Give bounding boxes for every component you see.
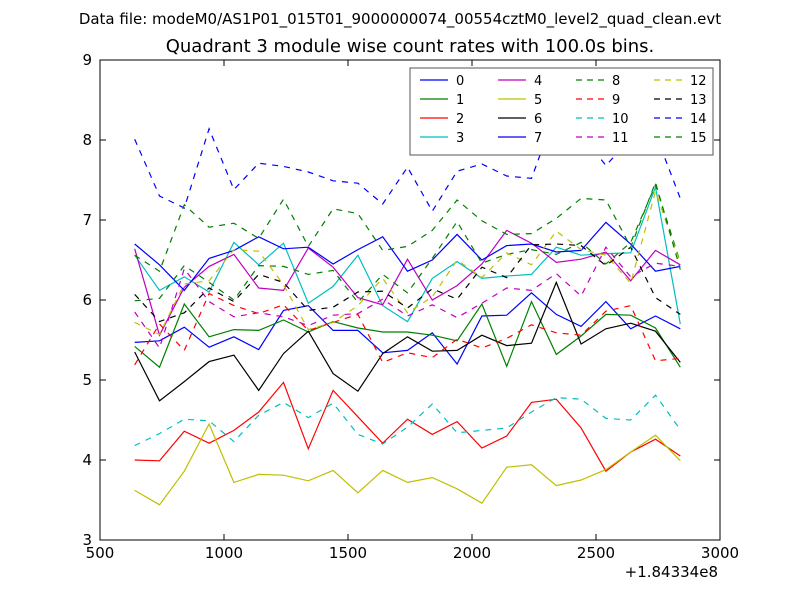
series-line-15 bbox=[134, 180, 681, 273]
x-tick-label: 500 bbox=[86, 544, 115, 562]
series-line-11 bbox=[134, 246, 681, 350]
legend-label-2: 2 bbox=[456, 112, 464, 127]
legend-label-9: 9 bbox=[612, 93, 620, 108]
legend-label-5: 5 bbox=[534, 93, 542, 108]
legend-label-14: 14 bbox=[690, 112, 707, 127]
legend-label-7: 7 bbox=[534, 131, 542, 146]
y-tick-label: 7 bbox=[82, 211, 92, 229]
series-line-9 bbox=[134, 292, 681, 366]
x-tick-label: 1000 bbox=[205, 544, 243, 562]
series-line-7 bbox=[134, 221, 681, 292]
legend-label-8: 8 bbox=[612, 74, 620, 89]
chart-title: Quadrant 3 module wise count rates with … bbox=[166, 36, 655, 57]
series-line-1 bbox=[134, 300, 681, 369]
chart-suptitle: Data file: modeM0/AS1P01_015T01_90000000… bbox=[79, 10, 721, 29]
legend-label-12: 12 bbox=[690, 74, 707, 89]
x-tick-label: 2500 bbox=[577, 544, 615, 562]
y-tick-label: 4 bbox=[82, 451, 92, 469]
series-line-10 bbox=[134, 394, 681, 447]
x-tick-label: 1500 bbox=[329, 544, 367, 562]
y-tick-label: 8 bbox=[82, 131, 92, 149]
legend-label-15: 15 bbox=[690, 131, 707, 146]
legend-label-13: 13 bbox=[690, 93, 707, 108]
y-tick-label: 6 bbox=[82, 291, 92, 309]
y-tick-label: 5 bbox=[82, 371, 92, 389]
legend-label-6: 6 bbox=[534, 112, 542, 127]
series-line-0 bbox=[134, 291, 681, 366]
series-line-4 bbox=[134, 229, 681, 337]
legend-label-10: 10 bbox=[612, 112, 629, 127]
x-tick-label: 3000 bbox=[701, 544, 739, 562]
legend-label-11: 11 bbox=[612, 131, 629, 146]
y-tick-label: 9 bbox=[82, 51, 92, 69]
series-line-12 bbox=[134, 189, 681, 336]
y-tick-label: 3 bbox=[82, 531, 92, 549]
series-line-2 bbox=[134, 381, 681, 473]
x-axis-offset-label: +1.84334e8 bbox=[625, 563, 718, 581]
series-line-6 bbox=[134, 280, 681, 402]
series-line-8 bbox=[134, 183, 681, 304]
x-tick-label: 2000 bbox=[453, 544, 491, 562]
legend-label-3: 3 bbox=[456, 131, 464, 146]
legend-label-1: 1 bbox=[456, 93, 464, 108]
legend-box bbox=[409, 67, 714, 156]
legend-label-0: 0 bbox=[456, 74, 464, 89]
plot-area: 500 1000 1500 2000 2500 300034567890123456789… bbox=[82, 51, 739, 562]
legend-label-4: 4 bbox=[534, 74, 542, 89]
series-line-5 bbox=[134, 422, 681, 506]
